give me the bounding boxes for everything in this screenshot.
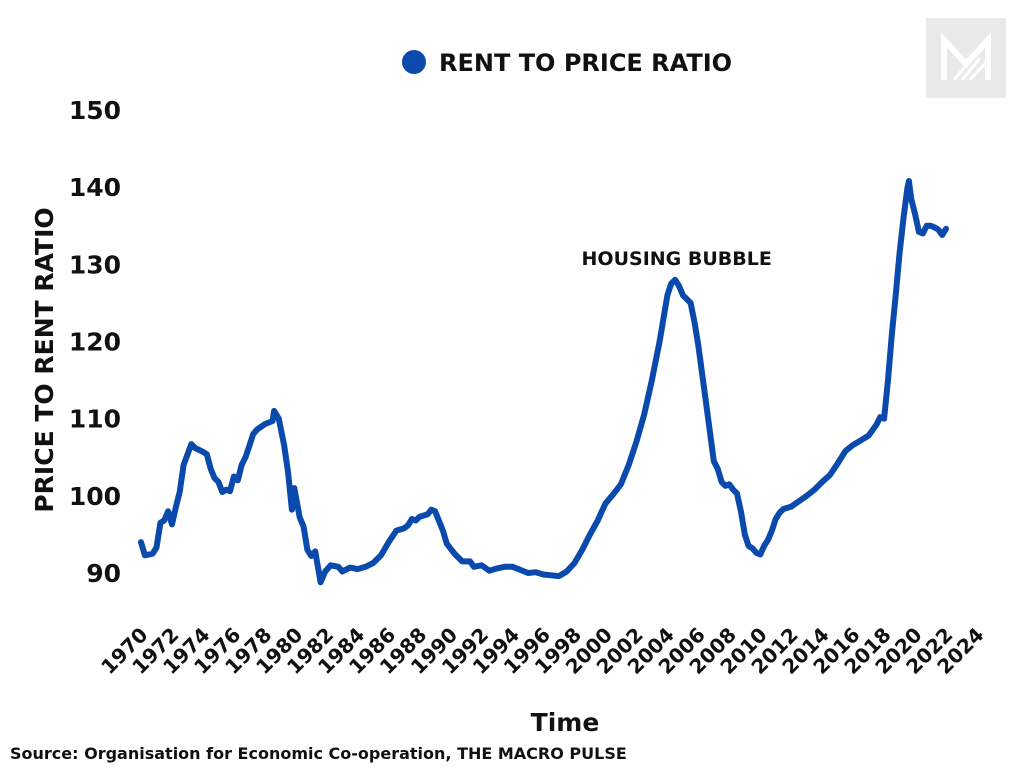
source-note: Source: Organisation for Economic Co-ope… [10, 744, 627, 763]
y-tick-label: 100 [69, 482, 121, 511]
legend: RENT TO PRICE RATIO [402, 49, 732, 77]
series-line [138, 178, 949, 586]
y-tick-label: 140 [69, 173, 121, 202]
logo [926, 18, 1006, 98]
x-axis-title: Time [531, 708, 600, 737]
legend-marker [402, 50, 426, 74]
y-tick-label: 90 [86, 559, 121, 588]
y-tick-label: 110 [69, 405, 121, 434]
legend-label: RENT TO PRICE RATIO [439, 49, 732, 77]
x-axis-ticks: 1970197219741976197819801982198419861988… [96, 623, 988, 679]
y-tick-label: 150 [69, 96, 121, 125]
macro-pulse-logo-icon [941, 32, 991, 82]
y-tick-label: 130 [69, 250, 121, 279]
y-tick-label: 120 [69, 328, 121, 357]
y-axis-ticks: 90 100 110 120 130 140 150 [69, 96, 121, 588]
annotation-housing-bubble: HOUSING BUBBLE [582, 248, 772, 270]
y-axis-title: PRICE TO RENT RATIO [30, 207, 59, 512]
